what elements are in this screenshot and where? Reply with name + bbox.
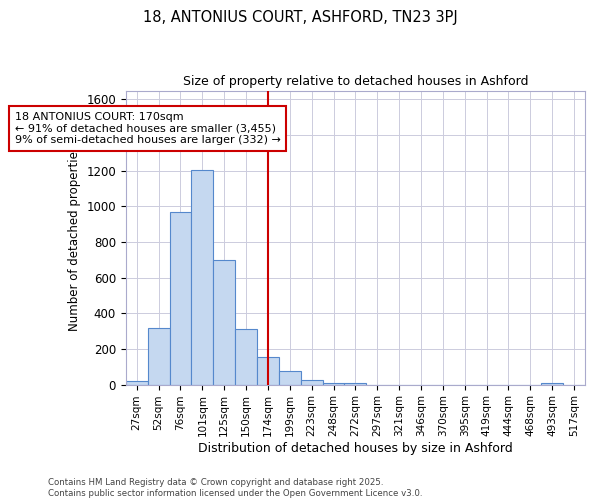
Bar [279, 371, 301, 384]
Bar [213, 260, 235, 384]
X-axis label: Distribution of detached houses by size in Ashford: Distribution of detached houses by size … [198, 442, 513, 455]
Bar [541, 383, 563, 384]
Bar [126, 381, 148, 384]
Bar [257, 357, 279, 384]
Bar [148, 328, 170, 384]
Text: Contains HM Land Registry data © Crown copyright and database right 2025.
Contai: Contains HM Land Registry data © Crown c… [48, 478, 422, 498]
Bar [191, 170, 213, 384]
Title: Size of property relative to detached houses in Ashford: Size of property relative to detached ho… [182, 75, 528, 88]
Text: 18 ANTONIUS COURT: 170sqm
← 91% of detached houses are smaller (3,455)
9% of sem: 18 ANTONIUS COURT: 170sqm ← 91% of detac… [15, 112, 281, 145]
Text: 18, ANTONIUS COURT, ASHFORD, TN23 3PJ: 18, ANTONIUS COURT, ASHFORD, TN23 3PJ [143, 10, 457, 25]
Bar [344, 383, 367, 384]
Bar [323, 383, 344, 384]
Y-axis label: Number of detached properties: Number of detached properties [68, 144, 81, 330]
Bar [170, 212, 191, 384]
Bar [301, 380, 323, 384]
Bar [235, 330, 257, 384]
